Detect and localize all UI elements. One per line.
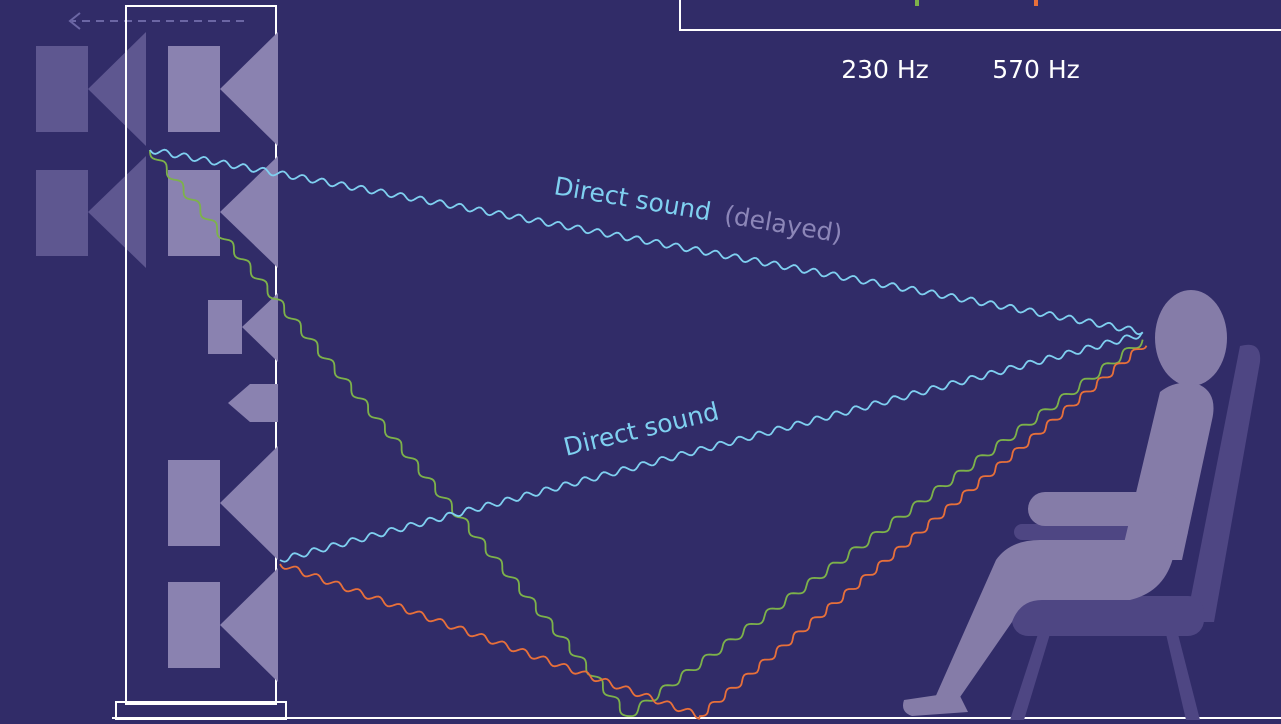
direct-wave (279, 331, 1144, 563)
speaker-driver-icon (168, 32, 278, 146)
reflection-wave-570hz (279, 345, 1148, 720)
arrow-left-icon (68, 12, 244, 30)
legend-freq-low: 230 Hz (841, 55, 929, 84)
speaker-driver-icon (168, 568, 278, 682)
seated-person-icon (903, 290, 1227, 716)
speaker-driver-icon (168, 446, 278, 560)
reflection-wave-230hz (149, 150, 1144, 718)
sound-waves (149, 148, 1148, 720)
direct-wave-delayed (149, 148, 1144, 336)
legend-box (679, 0, 1281, 31)
speaker-driver-icon (36, 156, 146, 268)
direct-sound-delayed-label: Direct sound (delayed) (552, 171, 844, 248)
legend-marker-green (915, 0, 919, 6)
midrange-driver-icon (208, 293, 278, 362)
speaker-drivers (168, 32, 278, 682)
legend-freq-high: 570 Hz (992, 55, 1080, 84)
delayed-suffix: (delayed) (722, 200, 844, 248)
direct-sound-label: Direct sound (561, 397, 722, 462)
speaker-driver-icon (168, 156, 278, 268)
ghost-speaker-column (36, 32, 146, 268)
legend-marker-orange (1034, 0, 1038, 6)
tweeter-icon (228, 384, 278, 422)
chair-icon (1010, 344, 1261, 720)
speaker-driver-icon (36, 32, 146, 146)
